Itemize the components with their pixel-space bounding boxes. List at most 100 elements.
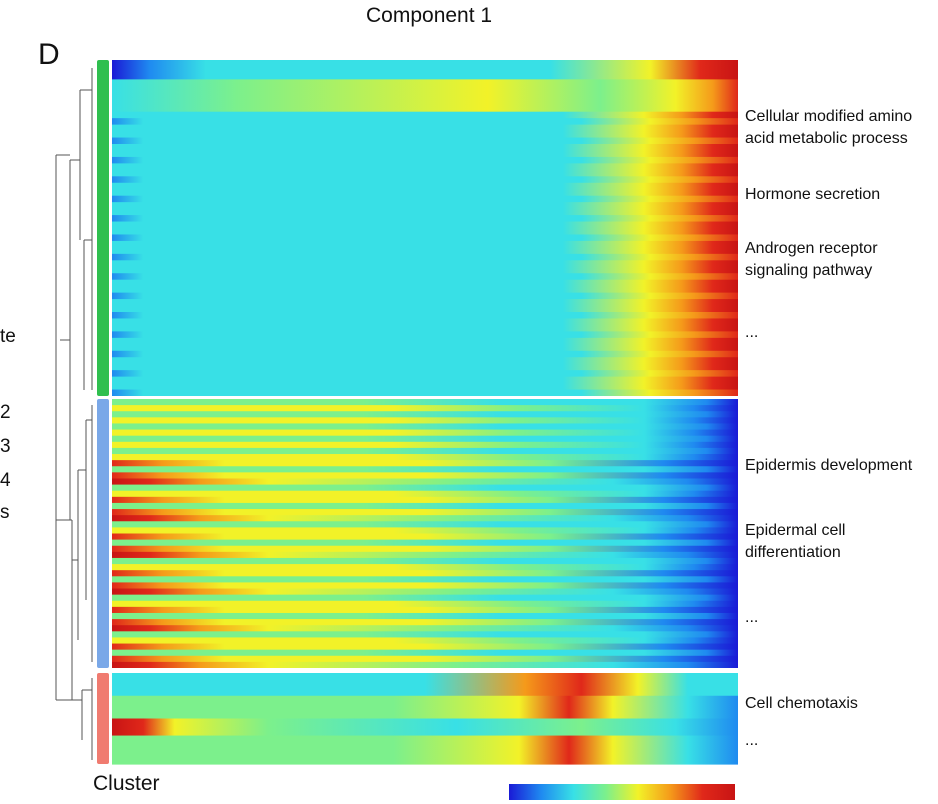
heatmap-cell-row [112,85,738,93]
heatmap-cell-row [112,156,738,164]
heatmap-cell-row [112,92,738,100]
heatmap-cell-row [112,527,738,535]
heatmap-cell-row [112,539,738,547]
heatmap-cell-row [112,350,738,358]
heatmap-cell-row [112,735,738,742]
heatmap-cell-row [112,637,738,645]
heatmap-cell-row [112,758,738,765]
heatmap-cell-row [112,169,738,177]
go-term-label: Hormone secretion [745,186,881,203]
heatmap-cell-row [112,673,738,680]
heatmap-cell-row [112,447,738,455]
heatmap-cell-row [112,478,738,486]
heatmap-cell-row [112,240,738,248]
heatmap-cell-row [112,202,738,210]
heatmap-cell-row [112,588,738,596]
left-label-fragment: 3 [0,436,11,457]
heatmap-cell-row [112,208,738,216]
heatmap-cell-row [112,195,738,203]
heatmap-cell-row [112,684,738,691]
heatmap-cell-row [112,60,738,68]
heatmap-cell-row [112,111,738,119]
heatmap-cell-row [112,234,738,242]
heatmap-cell-row [112,551,738,559]
go-term-label: Epidermis development [745,457,913,474]
heatmap-cell-row [112,515,738,522]
heatmap-cell-row [112,399,738,406]
heatmap-cell-row [112,712,738,720]
heatmap-cell-row [112,570,738,577]
heatmap-cell-row [112,79,738,87]
heatmap-cell-row [112,253,738,261]
heatmap-cell-row [112,331,738,339]
heatmap-cell-row [112,435,738,443]
heatmap-cell-row [112,376,738,384]
cluster-separator [112,668,738,673]
heatmap-cell-row [112,661,738,669]
cluster-color-bar [97,399,109,668]
heatmap-cell-row [112,741,738,748]
cluster-color-bar [97,673,109,764]
heatmap-cell-row [112,266,738,274]
heatmap-cell-row [112,466,738,473]
heatmap-cell-row [112,247,738,255]
heatmap-cell-row [112,472,738,480]
heatmap-cell-row [112,286,738,294]
heatmap-cell-row [112,533,738,541]
heatmap-cell-row [112,163,738,171]
heatmap-cell-row [112,405,738,412]
heatmap-cell-row [112,182,738,190]
heatmap-cell-row [112,695,738,703]
heatmap-cell-row [112,357,738,365]
heatmap-cell-row [112,655,738,663]
heatmap-cell-row [112,312,738,320]
left-label-fragment: te [0,326,16,347]
heatmap-cell-row [112,576,738,584]
heatmap-cell-row [112,707,738,714]
heatmap-cell-row [112,564,738,571]
heatmap-cell-row [112,746,738,754]
panel-label: D [38,38,60,71]
heatmap-cell-row [112,228,738,236]
heatmap-cell-row [112,729,738,737]
go-term-label: ... [745,732,759,749]
heatmap-cell-row [112,318,738,326]
go-term-label: Epidermal cell differentiation [745,522,846,561]
heatmap-cell-row [112,509,738,516]
heatmap-cell-row [112,612,738,620]
go-term-label: Cellular modified amino acid metabolic p… [745,108,913,147]
heatmap-cell-row [112,557,738,565]
left-label-fragment: s [0,502,10,523]
heatmap-cell-row [112,649,738,657]
heatmap-cell-row [112,105,738,113]
heatmap-cell-row [112,370,738,378]
heatmap-cell-row [112,273,738,281]
heatmap-cell-row [112,337,738,345]
heatmap-cell-row [112,66,738,74]
heatmap-cell-row [112,619,738,626]
heatmap-cell-row [112,279,738,287]
heatmap-cell-row [112,600,738,608]
go-term-label: ... [745,324,759,341]
heatmap-cell-row [112,701,738,708]
heatmap-cell-row [112,72,738,80]
heatmap-cell-row [112,98,738,106]
color-scale-bar [509,784,735,800]
heatmap-cell-row [112,423,738,431]
heatmap-cell-row [112,417,738,425]
heatmap-cell-row [112,144,738,152]
heatmap-cell-row [112,389,738,397]
heatmap-cell-row [112,124,738,132]
heatmap-cell-row [112,460,738,467]
heatmap-cell-row [112,496,738,504]
heatmap-cell-row [112,606,738,614]
heatmap-cell-row [112,324,738,332]
heatmap-cell-row [112,625,738,632]
go-term-label: Cell chemotaxis [745,695,858,712]
heatmap-cell-row [112,441,738,449]
heatmap-cell-row [112,383,738,391]
heatmap-cell-row [112,643,738,651]
go-term-label: Androgen receptor signaling pathway [745,240,878,279]
chart-title: Component 1 [366,4,493,27]
heatmap-cell-row [112,299,738,307]
